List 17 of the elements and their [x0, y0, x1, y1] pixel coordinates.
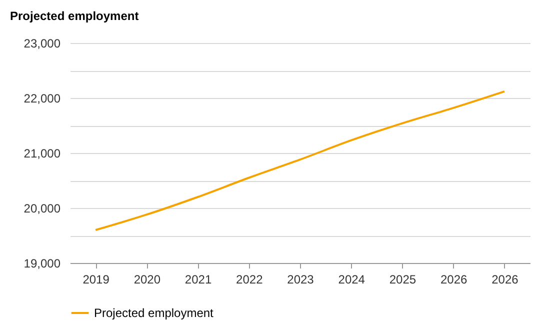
x-tick-label: 2023	[287, 272, 314, 286]
x-tick-label: 2024	[338, 272, 366, 286]
legend-label: Projected employment	[94, 306, 214, 320]
y-tick-label: 23,000	[24, 36, 61, 50]
y-tick-label: 22,000	[24, 92, 61, 106]
x-tick-label: 2022	[236, 272, 264, 286]
y-tick-label: 19,000	[24, 256, 61, 270]
x-tick-label: 2026	[492, 272, 519, 286]
chart-title: Projected employment	[10, 9, 139, 23]
x-tick-label: 2026	[440, 272, 468, 286]
x-tick-label: 2025	[389, 272, 416, 286]
line-series	[94, 90, 506, 231]
x-tick-label: 2019	[82, 272, 110, 286]
y-tick-label: 20,000	[24, 202, 61, 216]
x-tick-label: 2021	[184, 272, 212, 286]
x-tick-label: 2020	[134, 272, 161, 286]
y-tick-label: 21,000	[24, 146, 61, 160]
